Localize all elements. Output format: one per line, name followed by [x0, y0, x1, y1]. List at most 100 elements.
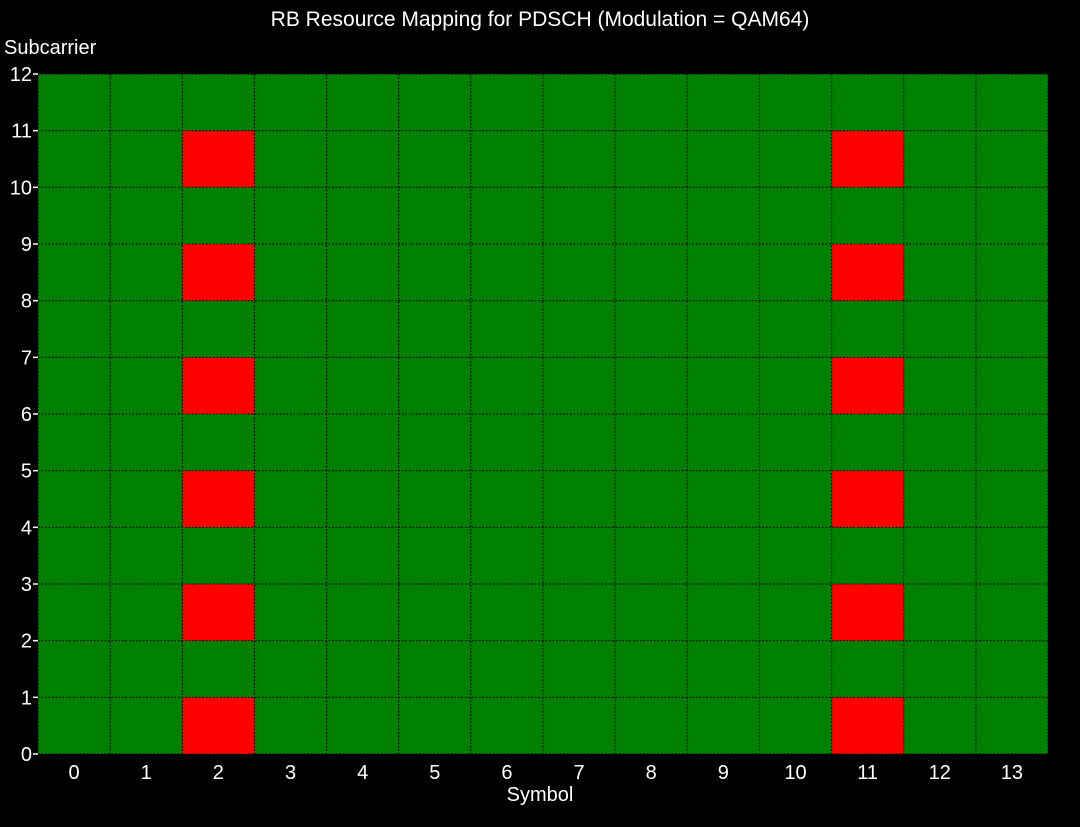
- data-cell: [687, 357, 760, 414]
- data-cell: [398, 414, 471, 471]
- data-cell: [975, 414, 1048, 471]
- data-cell: [903, 527, 976, 584]
- data-cell: [975, 527, 1048, 584]
- data-cell: [254, 697, 327, 754]
- data-cell: [254, 470, 327, 528]
- data-cell: [254, 244, 327, 301]
- reference-cell: [831, 697, 904, 754]
- reference-cell: [182, 357, 255, 414]
- data-cell: [326, 74, 399, 131]
- data-cell: [615, 357, 688, 414]
- data-cell: [110, 130, 183, 188]
- x-tick-label: 7: [574, 762, 585, 784]
- data-cell: [110, 244, 183, 301]
- data-cell: [326, 130, 399, 188]
- data-cell: [110, 527, 183, 584]
- y-tick-label: 0: [21, 744, 32, 766]
- data-cell: [398, 300, 471, 358]
- data-cell: [38, 584, 111, 641]
- data-cell: [615, 187, 688, 244]
- data-cell: [975, 584, 1048, 641]
- data-cell: [615, 414, 688, 471]
- data-cell: [975, 130, 1048, 188]
- data-cell: [903, 357, 976, 414]
- data-cell: [687, 697, 760, 754]
- data-cell: [470, 300, 543, 358]
- data-cell: [398, 640, 471, 698]
- data-cell: [903, 74, 976, 131]
- data-cell: [543, 527, 616, 584]
- data-cell: [975, 244, 1048, 301]
- reference-cell: [182, 130, 255, 188]
- y-axis-label: Subcarrier: [4, 37, 97, 59]
- data-cell: [110, 584, 183, 641]
- data-cell: [759, 697, 832, 754]
- data-cell: [182, 300, 255, 358]
- y-tick-label: 2: [21, 631, 32, 653]
- x-tick-label: 13: [1001, 762, 1023, 784]
- y-tick-label: 3: [21, 574, 32, 596]
- data-cell: [470, 414, 543, 471]
- data-cell: [759, 74, 832, 131]
- data-cell: [759, 640, 832, 698]
- data-cell: [831, 414, 904, 471]
- data-cell: [543, 470, 616, 528]
- y-tick-label: 7: [21, 347, 32, 369]
- data-cell: [38, 300, 111, 358]
- reference-cell: [182, 244, 255, 301]
- data-cell: [470, 74, 543, 131]
- data-cell: [687, 470, 760, 528]
- reference-cell: [831, 584, 904, 641]
- data-cell: [759, 584, 832, 641]
- data-cell: [903, 300, 976, 358]
- data-cell: [903, 470, 976, 528]
- data-cell: [326, 584, 399, 641]
- reference-cell: [831, 357, 904, 414]
- x-tick-label: 9: [718, 762, 729, 784]
- data-cell: [831, 640, 904, 698]
- data-cell: [687, 640, 760, 698]
- data-cell: [398, 527, 471, 584]
- y-tick-label: 12: [10, 64, 32, 86]
- data-cell: [615, 584, 688, 641]
- data-cell: [470, 357, 543, 414]
- data-cell: [615, 74, 688, 131]
- data-cell: [398, 357, 471, 414]
- data-cell: [254, 640, 327, 698]
- data-cell: [903, 697, 976, 754]
- data-cell: [831, 527, 904, 584]
- data-cell: [615, 640, 688, 698]
- data-cell: [975, 357, 1048, 414]
- data-cell: [903, 640, 976, 698]
- data-cell: [975, 640, 1048, 698]
- data-cell: [759, 187, 832, 244]
- data-cell: [254, 357, 327, 414]
- reference-cell: [182, 584, 255, 641]
- x-tick-label: 3: [285, 762, 296, 784]
- data-cell: [759, 300, 832, 358]
- data-cell: [326, 640, 399, 698]
- data-cell: [687, 414, 760, 471]
- data-cell: [543, 584, 616, 641]
- data-cell: [38, 640, 111, 698]
- data-cell: [182, 414, 255, 471]
- reference-cell: [831, 130, 904, 188]
- data-cell: [543, 640, 616, 698]
- data-cell: [398, 130, 471, 188]
- data-cell: [470, 470, 543, 528]
- data-cell: [831, 187, 904, 244]
- data-cell: [38, 414, 111, 471]
- data-cell: [326, 527, 399, 584]
- data-cell: [687, 584, 760, 641]
- data-cell: [543, 244, 616, 301]
- data-cell: [110, 187, 183, 244]
- data-cell: [615, 300, 688, 358]
- data-cell: [182, 640, 255, 698]
- reference-cell: [182, 697, 255, 754]
- data-cell: [759, 130, 832, 188]
- data-cell: [398, 244, 471, 301]
- data-cell: [903, 130, 976, 188]
- data-cell: [38, 244, 111, 301]
- data-cell: [615, 470, 688, 528]
- data-cell: [254, 187, 327, 244]
